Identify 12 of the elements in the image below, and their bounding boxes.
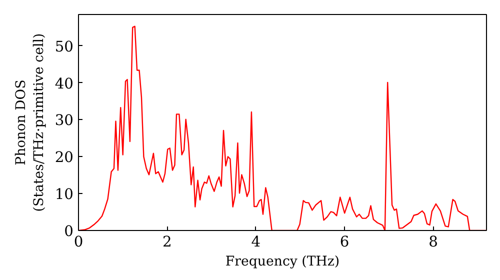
y-tick-label: 30 xyxy=(54,112,74,130)
y-tick-label: 0 xyxy=(64,223,74,240)
x-tick-label: 4 xyxy=(251,234,261,250)
y-tick-label: 10 xyxy=(54,186,74,204)
y-axis-title: Phonon DOS (States/THz·primitive cell) xyxy=(14,33,47,212)
x-tick-label: 8 xyxy=(428,234,438,250)
x-tick-label: 6 xyxy=(340,234,350,250)
x-axis-title: Frequency (THz) xyxy=(225,254,340,270)
y-tick-label: 50 xyxy=(54,38,74,56)
y-tick-label: 40 xyxy=(54,75,74,92)
x-tick-label: 2 xyxy=(162,234,172,250)
y-tick-label: 20 xyxy=(54,149,74,166)
